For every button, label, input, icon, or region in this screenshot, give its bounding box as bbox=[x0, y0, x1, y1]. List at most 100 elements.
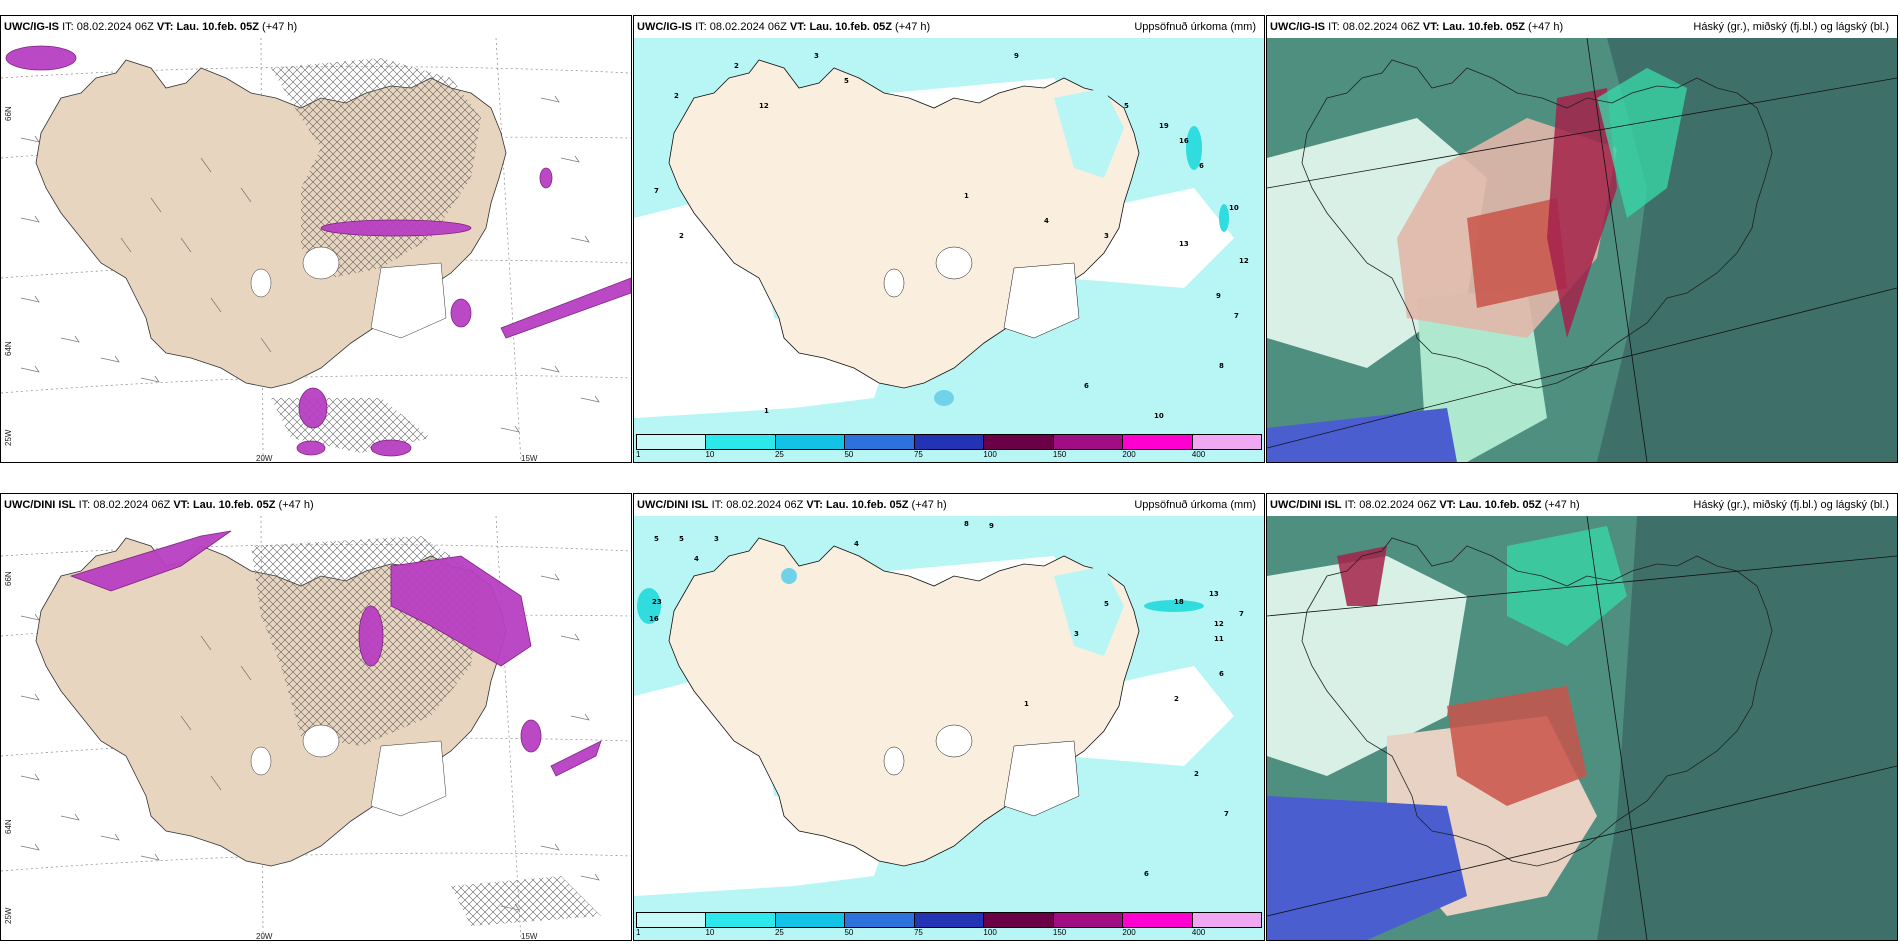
map-panel-bottom-left: UWC/DINI ISL IT: 08.02.2024 06Z VT: Lau.… bbox=[0, 493, 632, 941]
lead-time: (+47 h) bbox=[1528, 21, 1564, 33]
value-label: 16 bbox=[1179, 137, 1189, 145]
swatch bbox=[1123, 435, 1193, 449]
value-label: 8 bbox=[964, 520, 969, 528]
tick-label: 25 bbox=[774, 928, 784, 937]
map-canvas[interactable]: 5 5 3 4 8 9 4 16 23 18 13 7 12 11 6 2 1 … bbox=[634, 516, 1264, 940]
value-label: 1 bbox=[764, 407, 769, 415]
cloud-map bbox=[1267, 516, 1897, 940]
valid-time: Lau. 10.feb. 05Z bbox=[176, 21, 259, 33]
tick-label: 400 bbox=[1191, 928, 1206, 937]
init-time: 08.02.2024 06Z bbox=[93, 499, 171, 511]
tick-label: 100 bbox=[983, 450, 997, 459]
value-label: 3 bbox=[814, 52, 819, 60]
init-time: 08.02.2024 06Z bbox=[1342, 21, 1420, 33]
init-time: 08.02.2024 06Z bbox=[709, 21, 787, 33]
panel-header: UWC/IG-IS IT: 08.02.2024 06Z VT: Lau. 10… bbox=[1, 16, 631, 38]
it-label: IT: bbox=[1328, 21, 1340, 33]
swatch bbox=[1192, 913, 1261, 927]
valid-time: Lau. 10.feb. 05Z bbox=[192, 499, 276, 511]
map-panel-top-left: UWC/IG-IS IT: 08.02.2024 06Z VT: Lau. 10… bbox=[0, 15, 632, 463]
map-canvas[interactable] bbox=[1, 38, 631, 462]
tick-label: 150 bbox=[1052, 928, 1067, 937]
lon-label-20w: 20W bbox=[256, 932, 273, 941]
swatch bbox=[914, 435, 985, 449]
map-panel-bottom-middle: UWC/DINI ISL IT: 08.02.2024 06Z VT: Lau.… bbox=[633, 493, 1265, 941]
value-label: 7 bbox=[654, 187, 659, 195]
value-label: 12 bbox=[1239, 257, 1249, 265]
map-canvas[interactable] bbox=[1, 516, 631, 940]
precip-map: 5 5 3 4 8 9 4 16 23 18 13 7 12 11 6 2 1 … bbox=[634, 516, 1264, 940]
vt-label: VT: bbox=[1422, 21, 1440, 33]
value-label: 2 bbox=[734, 62, 739, 70]
value-label: 9 bbox=[1216, 292, 1221, 300]
model-source: UWC/IG-IS bbox=[1270, 21, 1325, 33]
swatch bbox=[1053, 913, 1124, 927]
tick-label: 50 bbox=[844, 928, 854, 937]
vt-label: VT: bbox=[156, 21, 174, 33]
vt-label: VT: bbox=[806, 499, 823, 511]
panel-header: UWC/IG-IS IT: 08.02.2024 06Z VT: Lau. 10… bbox=[1267, 16, 1897, 38]
it-label: IT: bbox=[1344, 499, 1357, 511]
map-canvas[interactable]: 2 2 3 5 9 12 19 16 6 7 10 13 12 9 8 21 1… bbox=[634, 38, 1264, 462]
map-panel-top-right: UWC/IG-IS IT: 08.02.2024 06Z VT: Lau. 10… bbox=[1266, 15, 1898, 463]
init-time: 08.02.2024 06Z bbox=[76, 21, 154, 33]
value-label: 6 bbox=[1084, 382, 1089, 390]
tick-label: 50 bbox=[844, 450, 854, 459]
panel-title: Háský (gr.), miðský (fj.bl.) og lágský (… bbox=[1693, 499, 1889, 511]
lead-time: (+47 h) bbox=[895, 21, 931, 33]
tick-label: 200 bbox=[1122, 928, 1136, 937]
wind-barbs bbox=[20, 573, 600, 911]
valid-time: Lau. 10.feb. 05Z bbox=[1458, 499, 1542, 511]
swatch bbox=[845, 435, 915, 449]
value-label: 12 bbox=[759, 102, 769, 110]
value-label: 4 bbox=[854, 540, 859, 548]
vt-label: VT: bbox=[789, 21, 807, 33]
lon-label-15w: 15W bbox=[521, 454, 538, 463]
value-label: 5 bbox=[1104, 600, 1109, 608]
model-source: UWC/DINI ISL bbox=[1270, 499, 1342, 511]
precip-colorbar: 1 10 25 50 75 100 150 200 400 bbox=[636, 912, 1262, 938]
panel-header: UWC/DINI ISL IT: 08.02.2024 06Z VT: Lau.… bbox=[1267, 494, 1897, 516]
swatch bbox=[775, 913, 846, 927]
value-label: 2 bbox=[679, 232, 684, 240]
lat-label-64n: 64N bbox=[4, 341, 13, 356]
it-label: IT: bbox=[695, 21, 707, 33]
it-label: IT: bbox=[62, 21, 74, 33]
init-time: 08.02.2024 06Z bbox=[726, 499, 804, 511]
swatch bbox=[1123, 913, 1193, 927]
value-label: 6 bbox=[1199, 162, 1204, 170]
value-label: 6 bbox=[1144, 870, 1149, 878]
tick-label: 100 bbox=[983, 928, 997, 937]
wind-precip-map bbox=[1, 516, 631, 940]
panel-header: UWC/DINI ISL IT: 08.02.2024 06Z VT: Lau.… bbox=[1, 494, 631, 516]
model-source: UWC/IG-IS bbox=[637, 21, 692, 33]
value-label: 11 bbox=[1214, 635, 1224, 643]
value-label: 2 bbox=[1174, 695, 1179, 703]
lon-label-15w: 15W bbox=[521, 932, 538, 941]
value-label: 8 bbox=[1219, 362, 1224, 370]
model-source: UWC/DINI ISL bbox=[4, 499, 76, 511]
lat-label-64n: 64N bbox=[4, 819, 13, 834]
swatch bbox=[984, 435, 1054, 449]
value-label: 7 bbox=[1239, 610, 1244, 618]
panel-title: Háský (gr.), miðský (fj.bl.) og lágský (… bbox=[1693, 21, 1889, 33]
panel-header: UWC/IG-IS IT: 08.02.2024 06Z VT: Lau. 10… bbox=[634, 16, 1264, 38]
value-label: 5 bbox=[1124, 102, 1129, 110]
map-canvas[interactable] bbox=[1267, 38, 1897, 462]
value-label: 1 bbox=[1024, 700, 1029, 708]
precip-colorbar: 1 10 25 50 75 100 150 200 400 bbox=[636, 434, 1262, 460]
value-label: 4 bbox=[1044, 217, 1049, 225]
value-label: 7 bbox=[1234, 312, 1239, 320]
value-label: 10 bbox=[1154, 412, 1164, 420]
value-label: 12 bbox=[1214, 620, 1224, 628]
value-label: 1 bbox=[964, 192, 969, 200]
map-canvas[interactable] bbox=[1267, 516, 1897, 940]
colorbar-ticks: 1 10 25 50 75 100 150 200 400 bbox=[636, 450, 1262, 460]
value-label: 6 bbox=[1219, 670, 1224, 678]
swatch bbox=[1192, 435, 1261, 449]
tick-label: 150 bbox=[1052, 450, 1067, 459]
tick-label: 200 bbox=[1122, 450, 1136, 459]
value-label: 5 bbox=[679, 535, 684, 543]
swatch bbox=[984, 913, 1054, 927]
map-panel-bottom-right: UWC/DINI ISL IT: 08.02.2024 06Z VT: Lau.… bbox=[1266, 493, 1898, 941]
